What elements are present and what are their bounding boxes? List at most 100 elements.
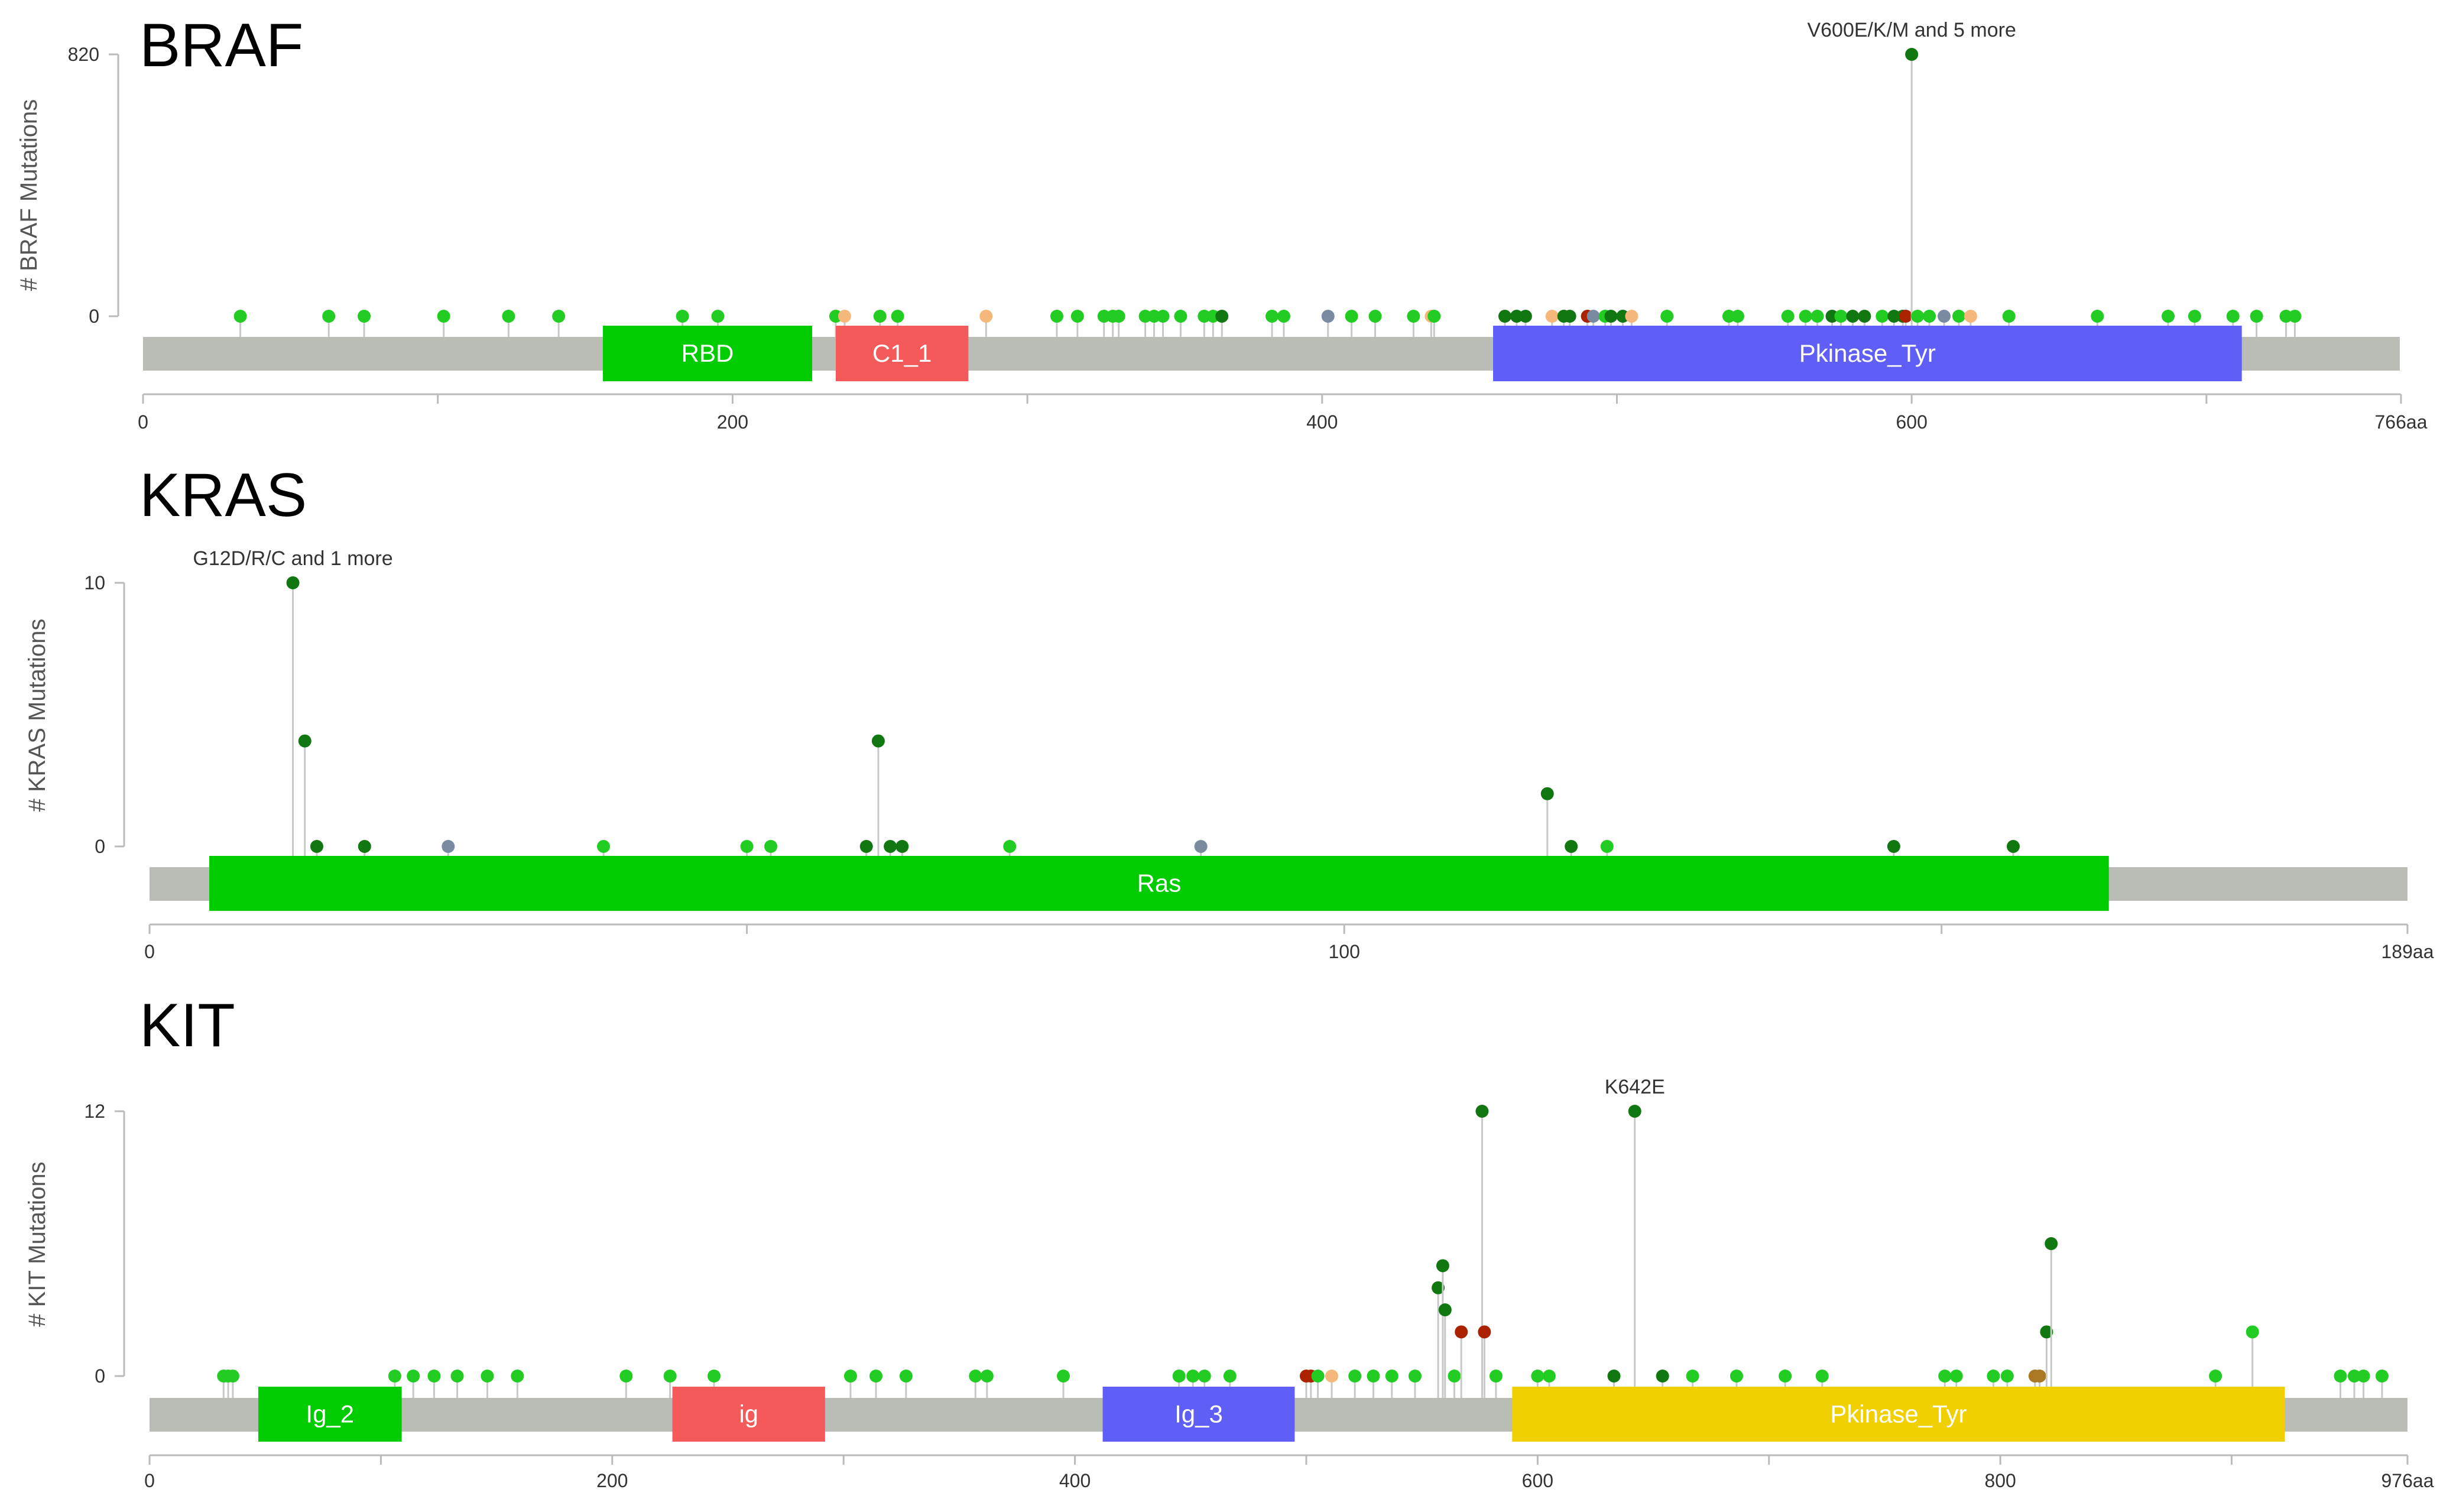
mutation-point[interactable] (899, 1370, 913, 1383)
mutation-point[interactable] (286, 576, 300, 589)
mutation-point[interactable] (1628, 1105, 1641, 1118)
mutation-point[interactable] (1345, 310, 1358, 323)
mutation-point[interactable] (1565, 840, 1578, 853)
mutation-point[interactable] (871, 734, 885, 748)
mutation-point[interactable] (891, 310, 904, 323)
mutation-point[interactable] (437, 310, 450, 323)
domain-ig[interactable] (672, 1387, 825, 1442)
mutation-point[interactable] (1489, 1370, 1503, 1383)
mutation-point[interactable] (1911, 310, 1925, 323)
mutation-point[interactable] (1448, 1370, 1461, 1383)
mutation-point[interactable] (1057, 1370, 1070, 1383)
mutation-point[interactable] (1348, 1370, 1362, 1383)
mutation-point[interactable] (1325, 1370, 1339, 1383)
mutation-point[interactable] (310, 840, 323, 853)
mutation-point[interactable] (1938, 310, 1951, 323)
mutation-point[interactable] (1407, 310, 1420, 323)
mutation-point[interactable] (1385, 1370, 1399, 1383)
mutation-point[interactable] (1905, 48, 1919, 61)
mutation-point[interactable] (979, 310, 993, 323)
mutation-point[interactable] (1779, 1370, 1792, 1383)
mutation-point[interactable] (1731, 310, 1744, 323)
mutation-point[interactable] (481, 1370, 494, 1383)
mutation-point[interactable] (1730, 1370, 1743, 1383)
mutation-point[interactable] (1321, 310, 1335, 323)
mutation-point[interactable] (676, 310, 689, 323)
mutation-point[interactable] (1964, 310, 1977, 323)
mutation-point[interactable] (502, 310, 515, 323)
mutation-point[interactable] (1266, 310, 1279, 323)
mutation-point[interactable] (1810, 310, 1824, 323)
mutation-point[interactable] (2002, 310, 2016, 323)
mutation-point[interactable] (764, 840, 778, 853)
mutation-point[interactable] (1660, 310, 1674, 323)
mutation-point[interactable] (1368, 310, 1382, 323)
mutation-point[interactable] (1540, 787, 1554, 800)
mutation-point[interactable] (843, 1370, 857, 1383)
mutation-point[interactable] (388, 1370, 401, 1383)
mutation-point[interactable] (1432, 1281, 1445, 1294)
mutation-point[interactable] (358, 840, 371, 853)
mutation-point[interactable] (1834, 310, 1848, 323)
mutation-point[interactable] (1156, 310, 1170, 323)
mutation-point[interactable] (2091, 310, 2104, 323)
mutation-point[interactable] (1600, 840, 1614, 853)
mutation-point[interactable] (1545, 310, 1559, 323)
mutation-point[interactable] (1799, 310, 1812, 323)
mutation-point[interactable] (1436, 1259, 1449, 1273)
mutation-point[interactable] (2375, 1370, 2389, 1383)
mutation-point[interactable] (552, 310, 566, 323)
mutation-point[interactable] (869, 1370, 882, 1383)
mutation-point[interactable] (1938, 1370, 1952, 1383)
mutation-point[interactable] (226, 1370, 239, 1383)
mutation-point[interactable] (2188, 310, 2201, 323)
mutation-point[interactable] (597, 840, 611, 853)
mutation-point[interactable] (895, 840, 909, 853)
mutation-point[interactable] (1586, 310, 1600, 323)
mutation-point[interactable] (1427, 310, 1441, 323)
mutation-point[interactable] (740, 840, 754, 853)
domain-c1-1[interactable] (835, 326, 969, 381)
mutation-point[interactable] (1186, 1370, 1200, 1383)
mutation-point[interactable] (859, 840, 873, 853)
mutation-point[interactable] (711, 310, 725, 323)
mutation-point[interactable] (1498, 310, 1511, 323)
mutation-point[interactable] (1563, 310, 1576, 323)
mutation-point[interactable] (1277, 310, 1290, 323)
mutation-point[interactable] (2162, 310, 2175, 323)
mutation-point[interactable] (1311, 1370, 1325, 1383)
mutation-point[interactable] (969, 1370, 982, 1383)
mutation-point[interactable] (1174, 310, 1187, 323)
mutation-point[interactable] (1923, 310, 1936, 323)
mutation-point[interactable] (1438, 1303, 1452, 1316)
mutation-point[interactable] (1625, 310, 1638, 323)
mutation-point[interactable] (1408, 1370, 1422, 1383)
mutation-point[interactable] (1050, 310, 1063, 323)
mutation-point[interactable] (407, 1370, 420, 1383)
mutation-point[interactable] (1846, 310, 1860, 323)
mutation-point[interactable] (1604, 310, 1618, 323)
mutation-point[interactable] (1949, 1370, 1963, 1383)
mutation-point[interactable] (1887, 840, 1900, 853)
mutation-point[interactable] (322, 310, 336, 323)
domain-ig-2[interactable] (258, 1387, 402, 1442)
mutation-point[interactable] (708, 1370, 721, 1383)
mutation-point[interactable] (2209, 1370, 2222, 1383)
mutation-point[interactable] (1223, 1370, 1237, 1383)
mutation-point[interactable] (980, 1370, 994, 1383)
domain-rbd[interactable] (602, 326, 813, 381)
mutation-point[interactable] (1815, 1370, 1829, 1383)
mutation-point[interactable] (358, 310, 371, 323)
mutation-point[interactable] (2226, 310, 2240, 323)
mutation-point[interactable] (1215, 310, 1229, 323)
mutation-point[interactable] (1198, 1370, 1211, 1383)
mutation-point[interactable] (1781, 310, 1795, 323)
mutation-point[interactable] (838, 310, 851, 323)
mutation-point[interactable] (298, 734, 312, 748)
mutation-point[interactable] (1367, 1370, 1380, 1383)
mutation-point[interactable] (1607, 1370, 1621, 1383)
mutation-point[interactable] (619, 1370, 633, 1383)
mutation-point[interactable] (1858, 310, 1871, 323)
mutation-point[interactable] (511, 1370, 524, 1383)
domain-pkinase-tyr[interactable] (1512, 1387, 2285, 1442)
